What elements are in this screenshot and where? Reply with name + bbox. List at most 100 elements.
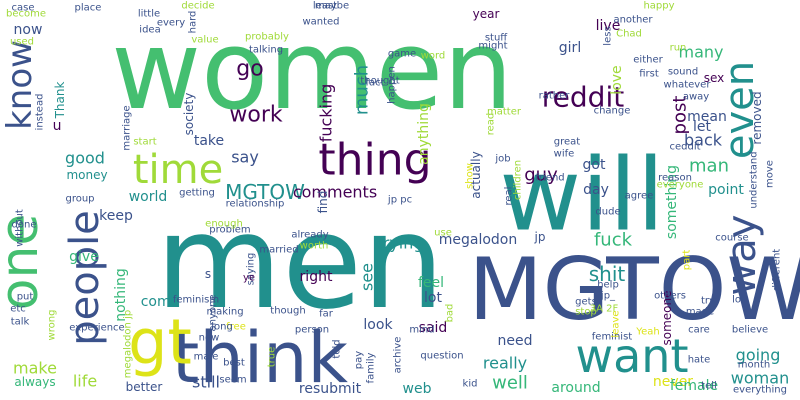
cloud-word: one — [0, 214, 50, 311]
cloud-word: month — [738, 360, 770, 371]
cloud-word: relationship — [226, 199, 285, 210]
cloud-word: real — [504, 187, 515, 206]
cloud-word: far — [319, 309, 334, 320]
cloud-word: mind — [409, 325, 434, 336]
cloud-word: either — [633, 55, 663, 66]
cloud-word: instead — [35, 94, 46, 131]
cloud-word: reddit — [542, 81, 624, 114]
cloud-word: etc — [10, 304, 26, 315]
cloud-word: wrong — [47, 310, 58, 341]
cloud-word: jp_ — [600, 291, 616, 302]
cloud-word: 3A 2F — [590, 304, 619, 315]
cloud-word: said — [419, 320, 448, 336]
cloud-word: feminism — [173, 295, 219, 306]
cloud-word: making — [206, 307, 243, 318]
cloud-word: really — [483, 354, 527, 373]
cloud-word: keep — [99, 208, 133, 224]
cloud-word: whatever — [664, 80, 712, 91]
cloud-word: world — [129, 189, 168, 205]
cloud-word: give — [69, 249, 99, 265]
cloud-word: now — [14, 22, 43, 38]
cloud-word: better — [126, 380, 163, 394]
cloud-word: already — [291, 230, 328, 241]
cloud-word: day — [583, 182, 609, 198]
cloud-word: find — [316, 191, 330, 214]
cloud-word: marriage — [122, 105, 133, 150]
cloud-word: web — [403, 381, 432, 397]
cloud-word: told — [332, 339, 343, 358]
cloud-word: group — [65, 194, 94, 205]
cloud-word: live — [596, 18, 621, 34]
cloud-word: s — [205, 267, 211, 281]
cloud-word: men — [155, 186, 444, 338]
cloud-word: friend — [535, 173, 564, 184]
cloud-word: others — [654, 291, 686, 302]
cloud-word: sex — [704, 71, 725, 85]
cloud-word: question — [420, 351, 463, 362]
cloud-word: say — [231, 148, 259, 167]
cloud-word: let — [693, 119, 712, 135]
cloud-word: become — [6, 9, 46, 20]
cloud-word: good — [65, 149, 105, 168]
cloud-word: much — [352, 65, 373, 115]
cloud-word: idea — [139, 25, 160, 36]
cloud-word: jp — [534, 230, 546, 244]
cloud-word: back — [684, 131, 723, 150]
cloud-word: great — [554, 137, 581, 148]
cloud-word: happen — [387, 66, 398, 104]
cloud-word: everything — [733, 385, 787, 396]
cloud-word: way — [719, 215, 765, 296]
cloud-word: make — [13, 359, 57, 378]
cloud-word: change — [594, 106, 631, 117]
cloud-word: will — [499, 137, 664, 254]
cloud-word: woman — [731, 369, 789, 388]
cloud-word: male — [194, 352, 219, 363]
cloud-word: work — [229, 103, 282, 128]
cloud-word: less — [603, 26, 614, 45]
cloud-word: year — [473, 7, 500, 21]
cloud-word: different — [772, 249, 783, 292]
cloud-word: maybe — [315, 1, 349, 12]
cloud-word: fuck — [594, 230, 633, 251]
cloud-word: course — [715, 233, 748, 244]
cloud-word: first — [639, 69, 659, 80]
cloud-word: women — [111, 6, 513, 134]
cloud-word: see — [358, 263, 377, 291]
cloud-word: many — [679, 43, 724, 62]
cloud-word: trying — [376, 234, 423, 253]
cloud-word: love — [609, 65, 625, 94]
cloud-word: fact — [365, 78, 384, 89]
cloud-word: understand — [749, 151, 760, 208]
cloud-word: kid — [463, 379, 478, 390]
cloud-word: done — [12, 220, 37, 231]
cloud-word: female — [670, 378, 718, 394]
cloud-word: another — [613, 15, 653, 26]
cloud-word: start — [133, 137, 156, 148]
cloud-word: money — [66, 168, 107, 182]
cloud-word: made — [686, 307, 714, 318]
cloud-word: resubmit — [299, 381, 362, 397]
cloud-word: need — [498, 333, 533, 349]
cloud-word: gets — [575, 297, 597, 308]
cloud-word: put — [17, 292, 34, 303]
cloud-word: ceddit — [669, 142, 700, 153]
cloud-word: bad — [445, 304, 456, 323]
cloud-word: mean — [687, 109, 727, 125]
cloud-word: Yeah — [635, 327, 659, 338]
cloud-word: well — [492, 373, 528, 394]
cloud-word: people — [62, 210, 108, 346]
cloud-word: believe — [732, 325, 768, 336]
cloud-word: word — [421, 51, 446, 62]
cloud-word: away — [683, 92, 709, 103]
cloud-word: game — [388, 49, 416, 60]
cloud-word: right — [300, 269, 333, 285]
cloud-word: everyone — [657, 180, 704, 191]
cloud-word: removed — [750, 91, 764, 144]
cloud-word: fucking — [317, 84, 336, 143]
cloud-word: man — [689, 156, 729, 177]
cloud-word: free — [226, 322, 246, 333]
cloud-word: read — [486, 113, 497, 136]
cloud-word: nothing — [113, 268, 129, 321]
